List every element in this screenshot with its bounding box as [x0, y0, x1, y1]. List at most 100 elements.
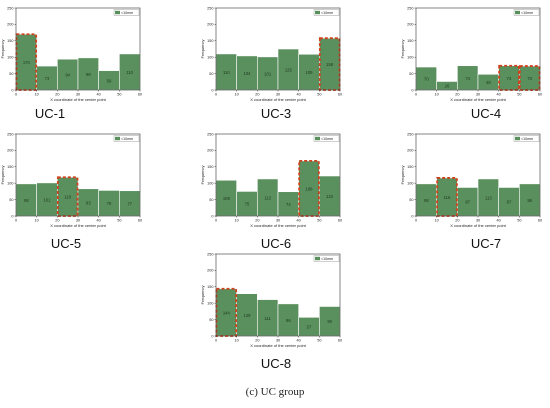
x-tick-label: 30	[76, 219, 80, 223]
x-axis-label: X coordinate of the center point	[250, 223, 306, 228]
highlight-box	[56, 176, 79, 217]
legend-swatch	[315, 10, 320, 15]
bar-value-label: 78	[107, 201, 112, 206]
x-axis-label: X coordinate of the center point	[450, 223, 506, 228]
y-tick-label: 200	[7, 23, 13, 27]
bar-value-label: 116	[444, 195, 451, 200]
bar-value-label: 113	[485, 195, 492, 200]
y-tick-label: 50	[9, 72, 13, 76]
x-tick-label: 10	[35, 93, 39, 97]
histogram-uc-7: 98 116 87 113 87 98 0 10 20 30 40 50 60 0 50 100 150 200 2…	[400, 132, 542, 228]
bar-value-label: 110	[223, 70, 230, 75]
bar-value-label: 98	[424, 198, 429, 203]
x-tick-label: 50	[517, 93, 521, 97]
highlight-box	[298, 159, 320, 217]
bar-value-label: 101	[44, 197, 52, 202]
bar-value-label: 48	[486, 80, 491, 85]
y-tick-label: 0	[211, 88, 213, 92]
y-axis-label: Frequency	[0, 166, 5, 185]
panel-label: UC-3	[260, 106, 292, 121]
bar-value-label: 98	[24, 198, 29, 203]
bar-value-label: 110	[126, 70, 133, 75]
y-tick-label: 200	[207, 149, 213, 153]
legend-swatch	[115, 10, 120, 15]
x-tick-label: 60	[338, 93, 342, 97]
histogram-uc-3: 110 104 101 125 109 158 0 10 20 30 40 50 60 0 50 100 150…	[200, 6, 342, 102]
panel-label: UC-1	[34, 106, 66, 121]
chart-panel-uc-1: 170 73 94 98 59 110 0 10 20 30 40 50 60 0 50 100 150 200 2…	[0, 0, 150, 130]
x-tick-label: 10	[235, 339, 239, 343]
y-tick-label: 100	[407, 182, 413, 186]
x-tick-label: 40	[297, 219, 301, 223]
bar-value-label: 98	[286, 318, 291, 323]
x-tick-label: 50	[317, 219, 321, 223]
x-tick-label: 30	[276, 219, 280, 223]
x-tick-label: 40	[497, 219, 501, 223]
y-tick-label: 100	[207, 56, 213, 60]
bar-value-label: 122	[326, 194, 334, 199]
y-tick-label: 250	[407, 132, 413, 136]
x-tick-label: 30	[276, 93, 280, 97]
legend-box	[313, 135, 340, 142]
bar-value-label: 98	[527, 198, 532, 203]
x-tick-label: 10	[435, 219, 439, 223]
legend: <10mm	[313, 255, 340, 262]
bar-value-label: 168	[306, 186, 314, 191]
x-tick-label: 40	[297, 339, 301, 343]
bar-value-label: 90	[327, 319, 332, 324]
bar-value-label: 59	[107, 78, 112, 83]
bar-value-label: 113	[264, 195, 271, 200]
y-tick-label: 0	[211, 214, 213, 218]
legend-swatch	[515, 10, 520, 15]
x-tick-label: 10	[35, 219, 39, 223]
y-tick-label: 0	[411, 214, 413, 218]
x-tick-label: 40	[297, 93, 301, 97]
y-tick-label: 200	[407, 23, 413, 27]
legend-label: <10mm	[121, 11, 133, 15]
x-tick-label: 60	[538, 219, 542, 223]
x-tick-label: 60	[338, 339, 342, 343]
y-tick-label: 0	[11, 214, 13, 218]
legend-box	[313, 9, 340, 16]
x-tick-label: 40	[497, 93, 501, 97]
bar-value-label: 94	[65, 73, 70, 78]
y-tick-label: 200	[7, 149, 13, 153]
legend: <10mm	[513, 135, 540, 142]
legend-swatch	[115, 136, 120, 141]
x-tick-label: 60	[138, 93, 142, 97]
legend: <10mm	[313, 9, 340, 16]
panel-label: UC-8	[260, 356, 292, 371]
y-tick-label: 100	[7, 56, 13, 60]
y-tick-label: 200	[407, 149, 413, 153]
bar-value-label: 73	[527, 76, 532, 81]
legend-swatch	[315, 136, 320, 141]
histogram-uc-8: 144 129 111 98 57 90 0 10 20 30 40 50 60 0 50 100 150 200…	[200, 252, 342, 348]
y-tick-label: 250	[7, 132, 13, 136]
x-tick-label: 40	[97, 93, 101, 97]
y-tick-label: 150	[207, 39, 213, 43]
x-tick-label: 20	[55, 219, 59, 223]
bar-value-label: 104	[244, 71, 252, 76]
legend: <10mm	[113, 135, 140, 142]
histogram-uc-5: 98 101 118 83 78 77 0 10 20 30 40 50 60 0 50 100 150 200 2…	[0, 132, 142, 228]
x-tick-label: 60	[338, 219, 342, 223]
x-tick-label: 20	[255, 219, 259, 223]
legend-label: <10mm	[321, 11, 333, 15]
x-tick-label: 30	[476, 93, 480, 97]
bar-value-label: 77	[127, 201, 132, 206]
y-tick-label: 150	[407, 39, 413, 43]
legend: <10mm	[113, 9, 140, 16]
chart-panel-uc-6: 109 75 113 74 168 122 0 10 20 30 40 50 60 0 50 100 150 20…	[200, 126, 350, 256]
y-tick-label: 250	[207, 6, 213, 10]
bar-value-label: 158	[326, 62, 334, 67]
bar-value-label: 57	[307, 325, 312, 330]
y-tick-label: 50	[209, 72, 213, 76]
y-axis-label: Frequency	[400, 166, 405, 185]
y-tick-label: 200	[207, 269, 213, 273]
x-tick-label: 20	[255, 93, 259, 97]
y-tick-label: 150	[407, 165, 413, 169]
legend-swatch	[315, 256, 320, 261]
x-tick-label: 50	[117, 219, 121, 223]
y-tick-label: 0	[411, 88, 413, 92]
x-tick-label: 20	[255, 339, 259, 343]
